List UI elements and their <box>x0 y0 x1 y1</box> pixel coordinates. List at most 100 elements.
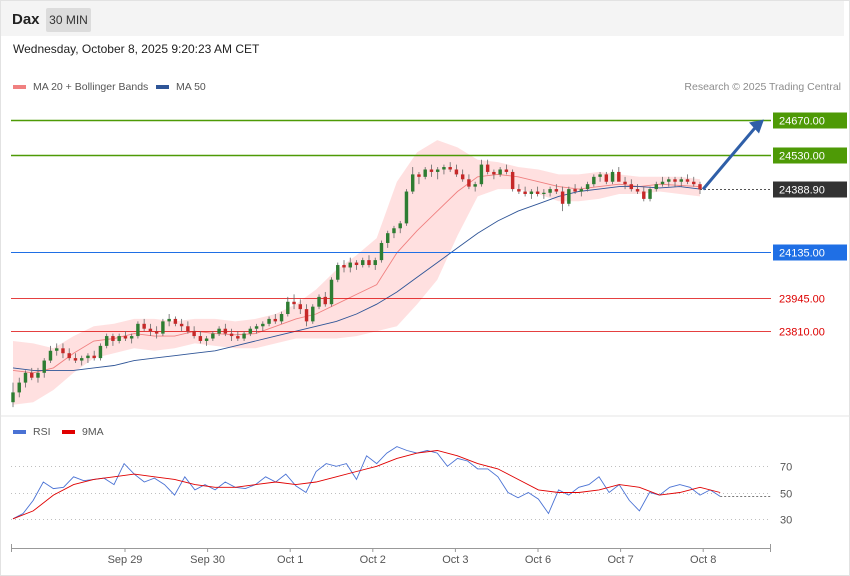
candle <box>435 167 440 180</box>
rsi-tick-label: 30 <box>780 515 792 527</box>
candle-body <box>573 189 577 192</box>
candle-body <box>623 181 627 185</box>
legend-9ma: 9MA <box>62 426 104 438</box>
candle <box>386 230 390 248</box>
candle-body <box>667 179 671 182</box>
candle-body <box>55 348 59 351</box>
candle-body <box>104 336 109 346</box>
candle <box>261 321 265 332</box>
candle <box>642 186 646 202</box>
candle-body <box>179 323 184 327</box>
candle <box>248 326 253 337</box>
candle <box>223 323 228 337</box>
candle <box>267 316 271 327</box>
candle <box>592 174 596 187</box>
candle <box>179 318 184 332</box>
candle-body <box>442 167 446 170</box>
candle-body <box>317 296 321 307</box>
rsi-legend-label: RSI <box>33 426 51 438</box>
candle <box>629 179 634 192</box>
candle <box>404 189 409 226</box>
candle-body <box>304 309 309 322</box>
candle <box>92 350 96 361</box>
candle-body <box>610 171 615 182</box>
candle <box>379 240 384 263</box>
candle <box>485 159 490 175</box>
ma20-legend-label: MA 20 + Bollinger Bands <box>33 81 149 93</box>
ma50-swatch <box>156 85 169 89</box>
candle <box>654 181 658 192</box>
candle-body <box>354 262 359 266</box>
candle-body <box>242 333 246 339</box>
candle <box>61 343 65 359</box>
candle <box>111 333 115 346</box>
level-23945.00: 23945.00 <box>11 294 825 306</box>
timeframe-button[interactable]: 30 MIN <box>46 8 91 32</box>
candle-body <box>435 169 440 172</box>
candle-body <box>342 265 346 268</box>
candle-body <box>30 372 34 378</box>
candle <box>673 176 677 187</box>
level-24670.00: 24670.00 <box>11 112 847 129</box>
candle <box>504 164 509 175</box>
candle <box>529 189 534 199</box>
candle-body <box>517 189 521 192</box>
candle <box>136 321 140 339</box>
candle <box>104 333 109 349</box>
candle <box>560 186 565 212</box>
candle <box>204 336 209 346</box>
candle <box>336 262 340 283</box>
candle <box>429 164 434 177</box>
candle-body <box>404 191 409 224</box>
bollinger-band <box>13 140 700 405</box>
ma20-swatch <box>13 85 26 89</box>
candle <box>273 314 278 324</box>
candle-body <box>336 265 340 280</box>
candle-body <box>267 318 271 324</box>
candle-body <box>73 358 78 361</box>
candle-body <box>679 179 683 182</box>
candle <box>467 174 471 190</box>
candle-body <box>98 345 103 359</box>
candle <box>542 189 546 199</box>
candle <box>410 167 415 194</box>
candle-body <box>479 164 484 185</box>
ma20-line <box>12 173 701 374</box>
rsi-tick-label: 50 <box>780 489 792 501</box>
candle <box>685 174 690 185</box>
candle-body <box>298 304 303 310</box>
candle-body <box>535 191 540 194</box>
candle-body <box>192 331 196 337</box>
candle-body <box>410 174 415 192</box>
candle <box>17 377 21 398</box>
candle <box>42 358 46 378</box>
level-badge <box>773 244 847 261</box>
candle <box>129 333 134 344</box>
candle <box>286 296 290 317</box>
candle <box>98 343 103 361</box>
level-label: 23945.00 <box>779 294 825 306</box>
candle <box>679 176 683 187</box>
candle-body <box>423 169 427 177</box>
candle-body <box>635 189 640 192</box>
candle <box>373 257 377 270</box>
candle-body <box>498 169 502 175</box>
candle <box>548 186 552 197</box>
candle <box>242 331 246 341</box>
candle-body <box>685 179 690 182</box>
candle <box>154 326 159 339</box>
candle <box>173 316 178 327</box>
candle <box>354 260 359 270</box>
candle <box>361 257 365 268</box>
candle-body <box>323 296 327 305</box>
candle-body <box>117 336 121 341</box>
candle-body <box>448 167 452 170</box>
candle <box>117 333 121 344</box>
level-label: 23810.00 <box>779 327 825 339</box>
candle <box>635 184 640 194</box>
candle <box>398 220 402 234</box>
candle <box>323 291 327 307</box>
ma50-legend-label: MA 50 <box>176 81 206 93</box>
x-tick-label: Oct 6 <box>525 554 551 566</box>
candle-body <box>142 323 146 329</box>
